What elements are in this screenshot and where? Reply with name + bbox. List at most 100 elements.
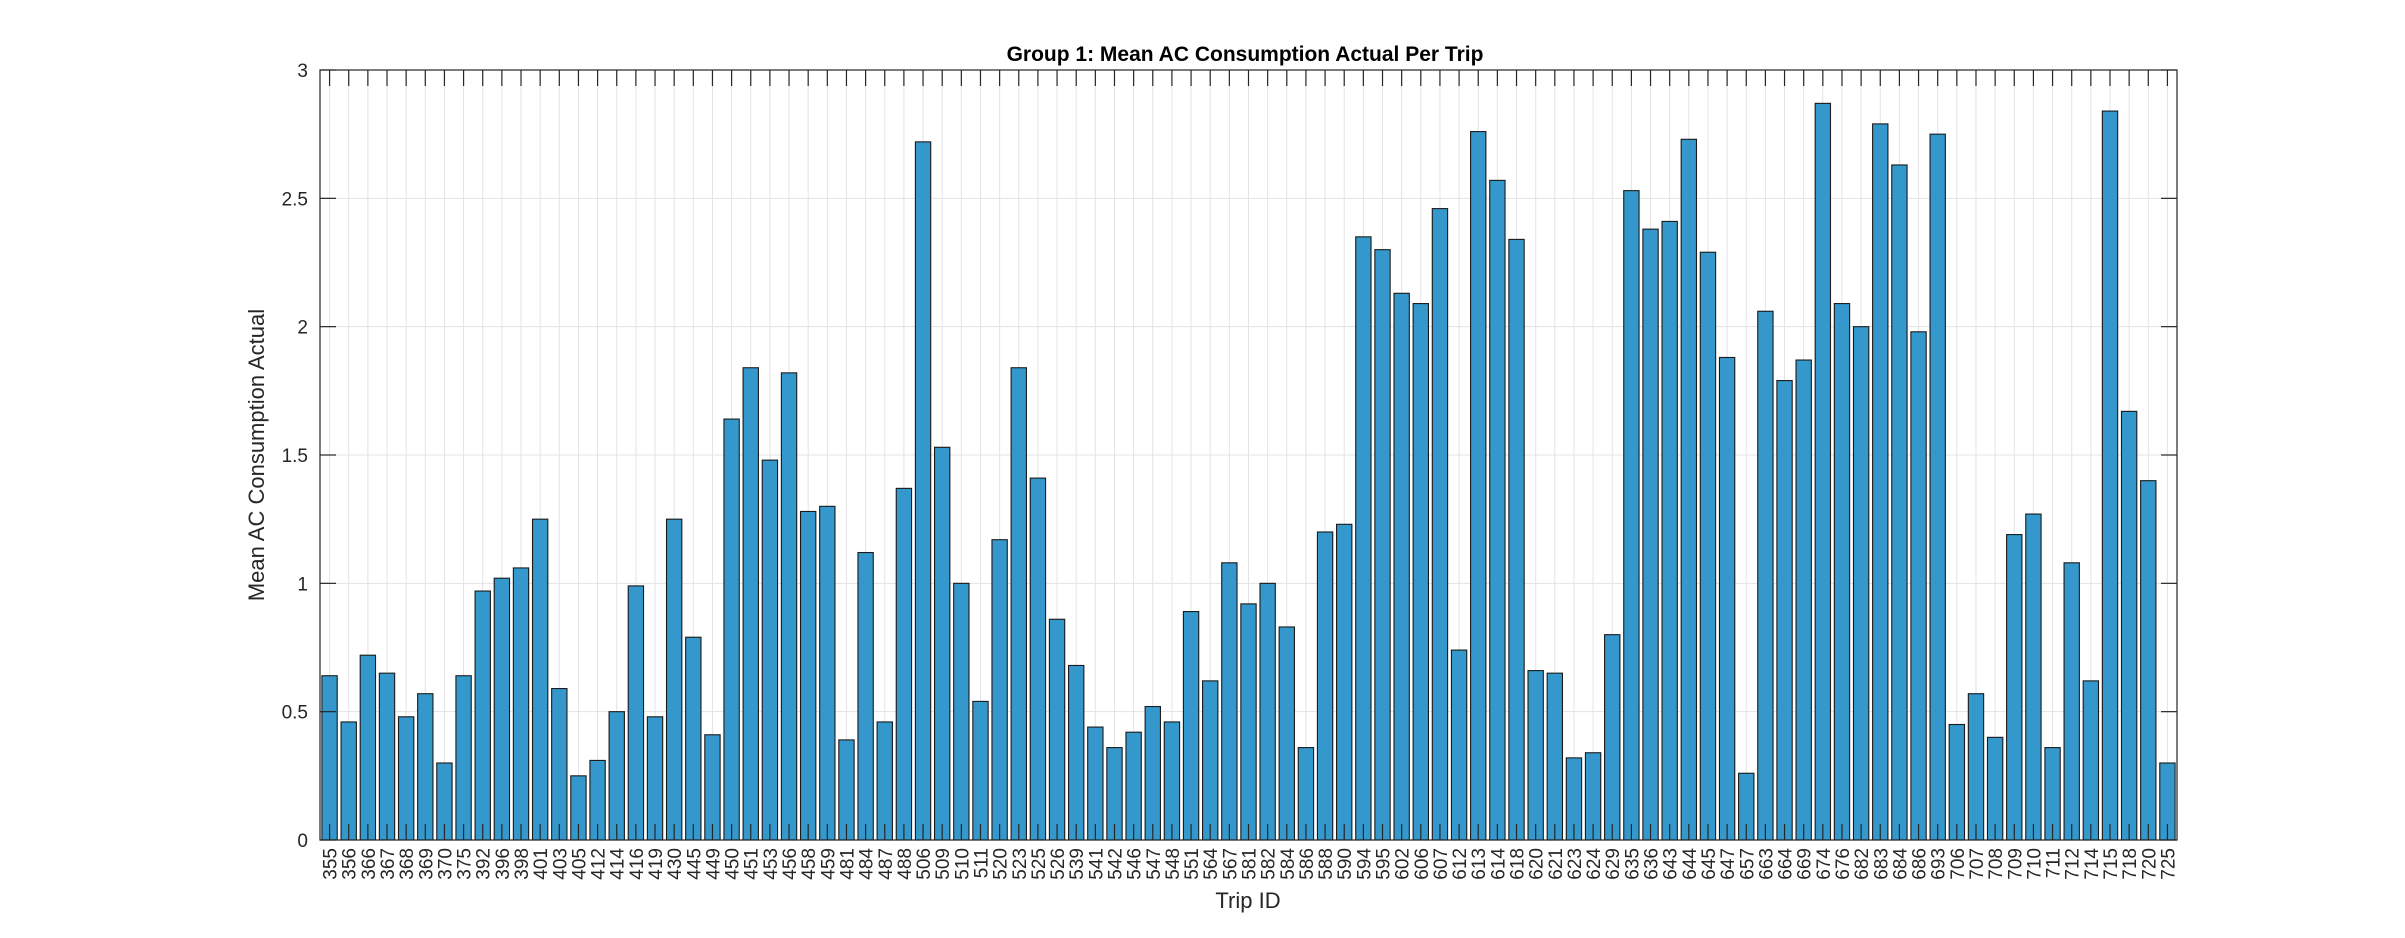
bar-706 [1948,723,1966,841]
bar-714 [2082,680,2100,841]
bar-620 [1527,670,1544,841]
x-tick-label: 657 [1737,848,1758,880]
x-tick-label: 458 [799,848,820,880]
bar-629 [1604,634,1621,841]
bar-595 [1374,249,1391,841]
x-tick-label: 567 [1220,848,1241,880]
y-axis-ticks: 0 0.5 1 1.5 2 2.5 3 [282,61,2177,852]
bar-484 [857,551,874,841]
bar-602 [1393,292,1410,841]
x-axis-ticks: 3553563663673683693703753923963984014034… [321,70,2179,880]
x-tick-label: 711 [2044,848,2065,878]
bar-676 [1833,303,1851,841]
bar-582 [1259,582,1276,841]
bar-686 [1910,331,1927,841]
bar-684 [1891,164,1908,841]
x-tick-label: 682 [1852,848,1873,880]
x-tick-label: 542 [1105,848,1126,880]
bar-488 [895,487,913,841]
bar-356 [340,721,357,841]
x-tick-label: 539 [1067,848,1088,880]
x-tick-label: 547 [1144,848,1165,880]
bar-523 [1010,367,1027,841]
x-tick-label: 366 [359,848,380,880]
x-tick-label: 710 [2024,848,2045,880]
x-tick-label: 614 [1488,848,1509,880]
bar-644 [1680,138,1698,841]
bar-375 [455,675,472,841]
y-tick-label: 1 [297,574,308,595]
bar-526 [1048,618,1066,841]
x-tick-label: 520 [991,848,1012,880]
x-tick-label: 511 [971,848,992,878]
bar-509 [933,446,951,841]
bar-682 [1852,326,1870,841]
x-tick-label: 396 [493,848,514,880]
bar-401 [531,518,549,841]
bar-366 [359,654,377,841]
x-tick-label: 356 [340,848,361,880]
bar-712 [2063,562,2080,841]
x-tick-label: 623 [1565,848,1586,880]
bar-594 [1355,236,1372,841]
bar-647 [1718,356,1736,841]
x-tick-label: 674 [1814,848,1835,880]
bar-614 [1489,179,1506,841]
x-tick-label: 590 [1335,848,1356,880]
bar-718 [2120,410,2138,841]
bar-547 [1144,705,1161,841]
x-tick-label: 645 [1699,848,1720,880]
x-tick-label: 606 [1412,848,1433,880]
bar-396 [493,577,511,841]
bar-430 [665,518,683,841]
x-tick-label: 584 [1278,848,1299,880]
x-tick-label: 581 [1240,848,1261,880]
bar-456 [780,372,798,841]
x-tick-label: 445 [684,848,705,880]
bar-392 [474,590,491,841]
x-tick-label: 414 [608,848,629,880]
x-tick-label: 449 [703,848,724,880]
x-tick-label: 718 [2120,848,2141,880]
x-tick-label: 355 [321,848,342,880]
x-tick-label: 548 [1163,848,1184,880]
bar-613 [1470,131,1487,841]
bar-368 [397,716,415,841]
bar-663 [1757,310,1774,841]
chart-title: Group 1: Mean AC Consumption Actual Per … [1007,43,1484,66]
x-tick-label: 392 [474,848,495,880]
x-tick-label: 416 [627,848,648,880]
y-tick-label: 1.5 [282,446,308,467]
x-tick-label: 684 [1890,848,1911,880]
bar-709 [2006,534,2023,841]
bar-612 [1450,649,1468,841]
x-tick-label: 715 [2101,848,2122,880]
x-tick-label: 712 [2063,848,2084,880]
x-tick-label: 620 [1527,848,1548,880]
x-tick-label: 481 [837,848,858,880]
bar-564 [1202,680,1219,841]
x-tick-label: 412 [589,848,610,880]
bar-581 [1240,603,1257,841]
bar-636 [1642,228,1659,841]
bar-487 [876,721,893,841]
y-tick-label: 3 [297,61,308,82]
x-axis-label: Trip ID [1215,888,1280,913]
x-tick-label: 541 [1086,848,1107,880]
x-tick-label: 398 [512,848,533,880]
x-tick-label: 453 [761,848,782,880]
x-tick-label: 676 [1833,848,1854,880]
x-tick-label: 594 [1354,848,1375,880]
bar-520 [991,539,1008,841]
bar-707 [1967,693,1985,841]
bar-506 [914,141,932,841]
x-tick-label: 607 [1431,848,1452,880]
x-tick-label: 456 [780,848,801,880]
x-tick-label: 551 [1182,848,1203,880]
bar-720 [2140,480,2157,841]
x-tick-label: 451 [742,848,763,880]
x-tick-label: 564 [1201,848,1222,880]
x-tick-label: 618 [1508,848,1529,880]
x-tick-label: 613 [1469,848,1490,880]
bar-450 [723,418,740,841]
